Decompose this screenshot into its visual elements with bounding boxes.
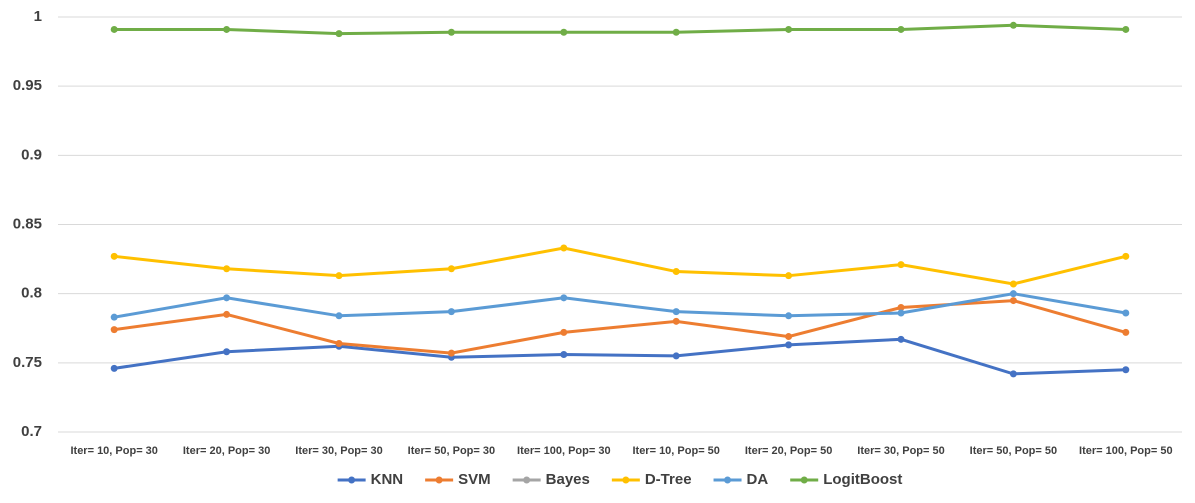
series-line	[114, 23, 1126, 36]
data-point	[897, 304, 905, 311]
x-tick-label: Iter= 100, Pop= 50	[1079, 445, 1173, 457]
x-tick-label: Iter= 50, Pop= 30	[408, 445, 495, 457]
y-tick-label: 0.8	[21, 285, 42, 302]
data-point	[447, 28, 455, 36]
data-point	[672, 268, 680, 276]
x-tick-label: Iter= 30, Pop= 30	[295, 445, 382, 457]
y-tick-label: 0.85	[13, 215, 42, 232]
data-point	[1009, 290, 1017, 298]
y-tick-label: 0.95	[13, 77, 42, 94]
data-point	[335, 30, 343, 38]
data-point	[447, 265, 455, 273]
data-point	[335, 272, 343, 280]
data-point	[1122, 366, 1130, 374]
data-point	[1009, 297, 1017, 305]
data-point	[897, 335, 905, 343]
data-point	[1122, 25, 1130, 33]
data-point	[672, 28, 680, 36]
data-point	[110, 313, 118, 321]
data-point	[785, 272, 793, 280]
legend-marker	[800, 476, 808, 484]
data-point	[110, 326, 118, 334]
data-point	[1009, 21, 1017, 29]
x-tick-label: Iter= 20, Pop= 50	[745, 445, 832, 457]
series-line	[113, 292, 1127, 319]
data-point	[1122, 328, 1130, 336]
legend-marker	[435, 476, 443, 484]
data-point	[1009, 280, 1017, 288]
data-point	[785, 341, 793, 349]
legend-label: SVM	[458, 471, 491, 488]
data-point	[672, 352, 680, 360]
data-point	[110, 25, 118, 33]
y-tick-label: 0.7	[21, 423, 42, 440]
data-point	[560, 244, 568, 252]
data-point	[447, 349, 455, 357]
data-point	[672, 317, 680, 325]
data-point	[560, 28, 568, 36]
data-point	[897, 261, 905, 269]
data-point	[110, 252, 118, 260]
data-point	[335, 312, 343, 320]
legend-label: Bayes	[546, 471, 590, 488]
data-point	[335, 339, 343, 347]
series-line	[113, 337, 1126, 376]
x-tick-label: Iter= 50, Pop= 50	[970, 445, 1057, 457]
x-tick-label: Iter= 100, Pop= 30	[517, 445, 611, 457]
data-point	[1122, 252, 1130, 260]
data-point	[1122, 309, 1130, 317]
legend-marker	[724, 476, 732, 484]
series-line	[113, 299, 1127, 355]
data-point	[560, 351, 568, 359]
y-tick-label: 0.75	[13, 354, 42, 371]
x-tick-label: Iter= 20, Pop= 30	[183, 445, 270, 457]
series-line	[114, 246, 1127, 286]
y-tick-label: 1	[34, 8, 42, 25]
data-point	[223, 310, 231, 318]
data-point	[223, 265, 231, 273]
data-point	[560, 294, 568, 302]
y-tick-label: 0.9	[21, 146, 42, 163]
data-point	[447, 308, 455, 316]
data-point	[110, 364, 118, 372]
legend-marker	[622, 476, 630, 484]
data-point	[223, 348, 231, 356]
data-point	[785, 333, 793, 341]
data-point	[223, 294, 231, 302]
legend-label: KNN	[371, 471, 404, 488]
legend-label: DA	[747, 471, 769, 488]
legend-label: D-Tree	[645, 471, 692, 488]
legend-marker	[523, 476, 531, 484]
data-point	[785, 25, 793, 33]
data-point	[1009, 370, 1017, 378]
data-point	[672, 308, 680, 316]
data-point	[785, 312, 793, 320]
data-point	[560, 328, 568, 336]
data-point	[223, 25, 231, 33]
x-tick-label: Iter= 30, Pop= 50	[857, 445, 944, 457]
legend: KNN SVM Bayes D-Tree DA LogitBoost	[337, 471, 902, 488]
x-tick-label: Iter= 10, Pop= 30	[70, 445, 157, 457]
data-point	[897, 25, 905, 33]
data-point	[897, 309, 905, 317]
x-tick-label: Iter= 10, Pop= 50	[632, 445, 719, 457]
legend-marker	[348, 476, 356, 484]
legend-label: LogitBoost	[823, 471, 902, 488]
